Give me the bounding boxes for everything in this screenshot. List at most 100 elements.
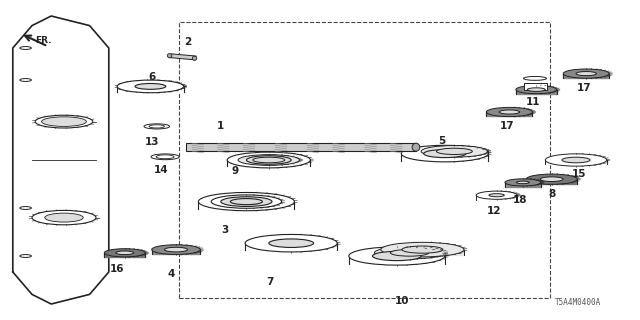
Text: 17: 17 (500, 121, 515, 132)
Ellipse shape (253, 157, 285, 163)
Ellipse shape (116, 251, 134, 255)
Polygon shape (227, 160, 310, 166)
Ellipse shape (152, 245, 200, 254)
Ellipse shape (349, 247, 445, 265)
Ellipse shape (489, 194, 504, 197)
Bar (186, 143, 416, 151)
Text: 4: 4 (168, 268, 175, 279)
Ellipse shape (499, 110, 520, 114)
Ellipse shape (516, 181, 529, 184)
Ellipse shape (562, 157, 590, 163)
Ellipse shape (563, 69, 609, 78)
Ellipse shape (486, 108, 532, 116)
Ellipse shape (198, 193, 294, 211)
Ellipse shape (526, 174, 577, 184)
Ellipse shape (381, 242, 464, 257)
Ellipse shape (42, 117, 86, 126)
Text: 3: 3 (221, 225, 229, 236)
Text: 2: 2 (184, 36, 191, 47)
Text: 10: 10 (395, 296, 409, 306)
Ellipse shape (20, 79, 31, 82)
Text: 9: 9 (232, 166, 239, 176)
Polygon shape (421, 151, 488, 156)
Ellipse shape (192, 56, 197, 60)
Ellipse shape (436, 148, 472, 155)
Ellipse shape (545, 154, 607, 166)
Polygon shape (486, 112, 532, 116)
Text: 6: 6 (148, 72, 156, 82)
Text: 14: 14 (154, 164, 168, 175)
Text: 1: 1 (217, 121, 225, 132)
Ellipse shape (230, 198, 262, 205)
Ellipse shape (421, 146, 488, 157)
Ellipse shape (211, 195, 282, 208)
Polygon shape (401, 154, 488, 161)
Ellipse shape (576, 72, 596, 76)
Ellipse shape (156, 155, 174, 159)
Polygon shape (526, 179, 577, 184)
Polygon shape (381, 250, 464, 255)
Bar (170, 54, 196, 60)
Ellipse shape (390, 250, 429, 256)
Ellipse shape (401, 145, 488, 162)
Ellipse shape (227, 152, 310, 168)
Ellipse shape (402, 246, 443, 253)
Polygon shape (211, 202, 282, 207)
Ellipse shape (476, 191, 517, 199)
Ellipse shape (246, 156, 291, 164)
Ellipse shape (540, 177, 563, 181)
Ellipse shape (20, 255, 31, 257)
Ellipse shape (245, 235, 337, 252)
Ellipse shape (164, 247, 188, 252)
Polygon shape (476, 195, 517, 200)
Text: 15: 15 (572, 169, 586, 180)
Polygon shape (545, 160, 607, 164)
Ellipse shape (424, 149, 466, 158)
Ellipse shape (168, 54, 172, 58)
Ellipse shape (117, 80, 184, 93)
Ellipse shape (20, 207, 31, 210)
Polygon shape (563, 74, 609, 78)
Ellipse shape (45, 213, 83, 222)
Text: FR.: FR. (35, 36, 52, 45)
Ellipse shape (221, 197, 272, 206)
Polygon shape (117, 86, 184, 92)
Text: T5A4M0400A: T5A4M0400A (556, 298, 602, 307)
Ellipse shape (372, 252, 421, 260)
Polygon shape (516, 90, 557, 94)
Polygon shape (374, 253, 445, 258)
Bar (524, 83, 547, 90)
Text: 13: 13 (145, 137, 159, 148)
Bar (179, 22, 550, 298)
Text: 8: 8 (548, 188, 556, 199)
Text: 18: 18 (513, 195, 527, 205)
Ellipse shape (135, 84, 166, 89)
Text: 7: 7 (266, 276, 274, 287)
Text: 12: 12 (487, 206, 501, 216)
Text: 16: 16 (110, 264, 124, 274)
Ellipse shape (104, 249, 145, 257)
Ellipse shape (144, 124, 170, 129)
Ellipse shape (412, 143, 420, 151)
Ellipse shape (32, 211, 96, 225)
Ellipse shape (524, 76, 547, 80)
Ellipse shape (374, 247, 445, 259)
Polygon shape (245, 243, 337, 250)
Ellipse shape (238, 155, 300, 165)
Text: 17: 17 (577, 83, 591, 93)
Ellipse shape (151, 154, 179, 160)
Ellipse shape (149, 125, 164, 128)
Polygon shape (505, 182, 541, 187)
Ellipse shape (527, 88, 545, 92)
Ellipse shape (20, 47, 31, 50)
Ellipse shape (505, 179, 541, 186)
Polygon shape (198, 202, 294, 209)
Ellipse shape (516, 85, 557, 94)
Ellipse shape (35, 115, 93, 128)
Polygon shape (152, 250, 200, 254)
Polygon shape (349, 256, 445, 264)
Ellipse shape (269, 239, 314, 247)
Polygon shape (238, 160, 300, 164)
Polygon shape (104, 253, 145, 257)
Text: 11: 11 (526, 97, 540, 108)
